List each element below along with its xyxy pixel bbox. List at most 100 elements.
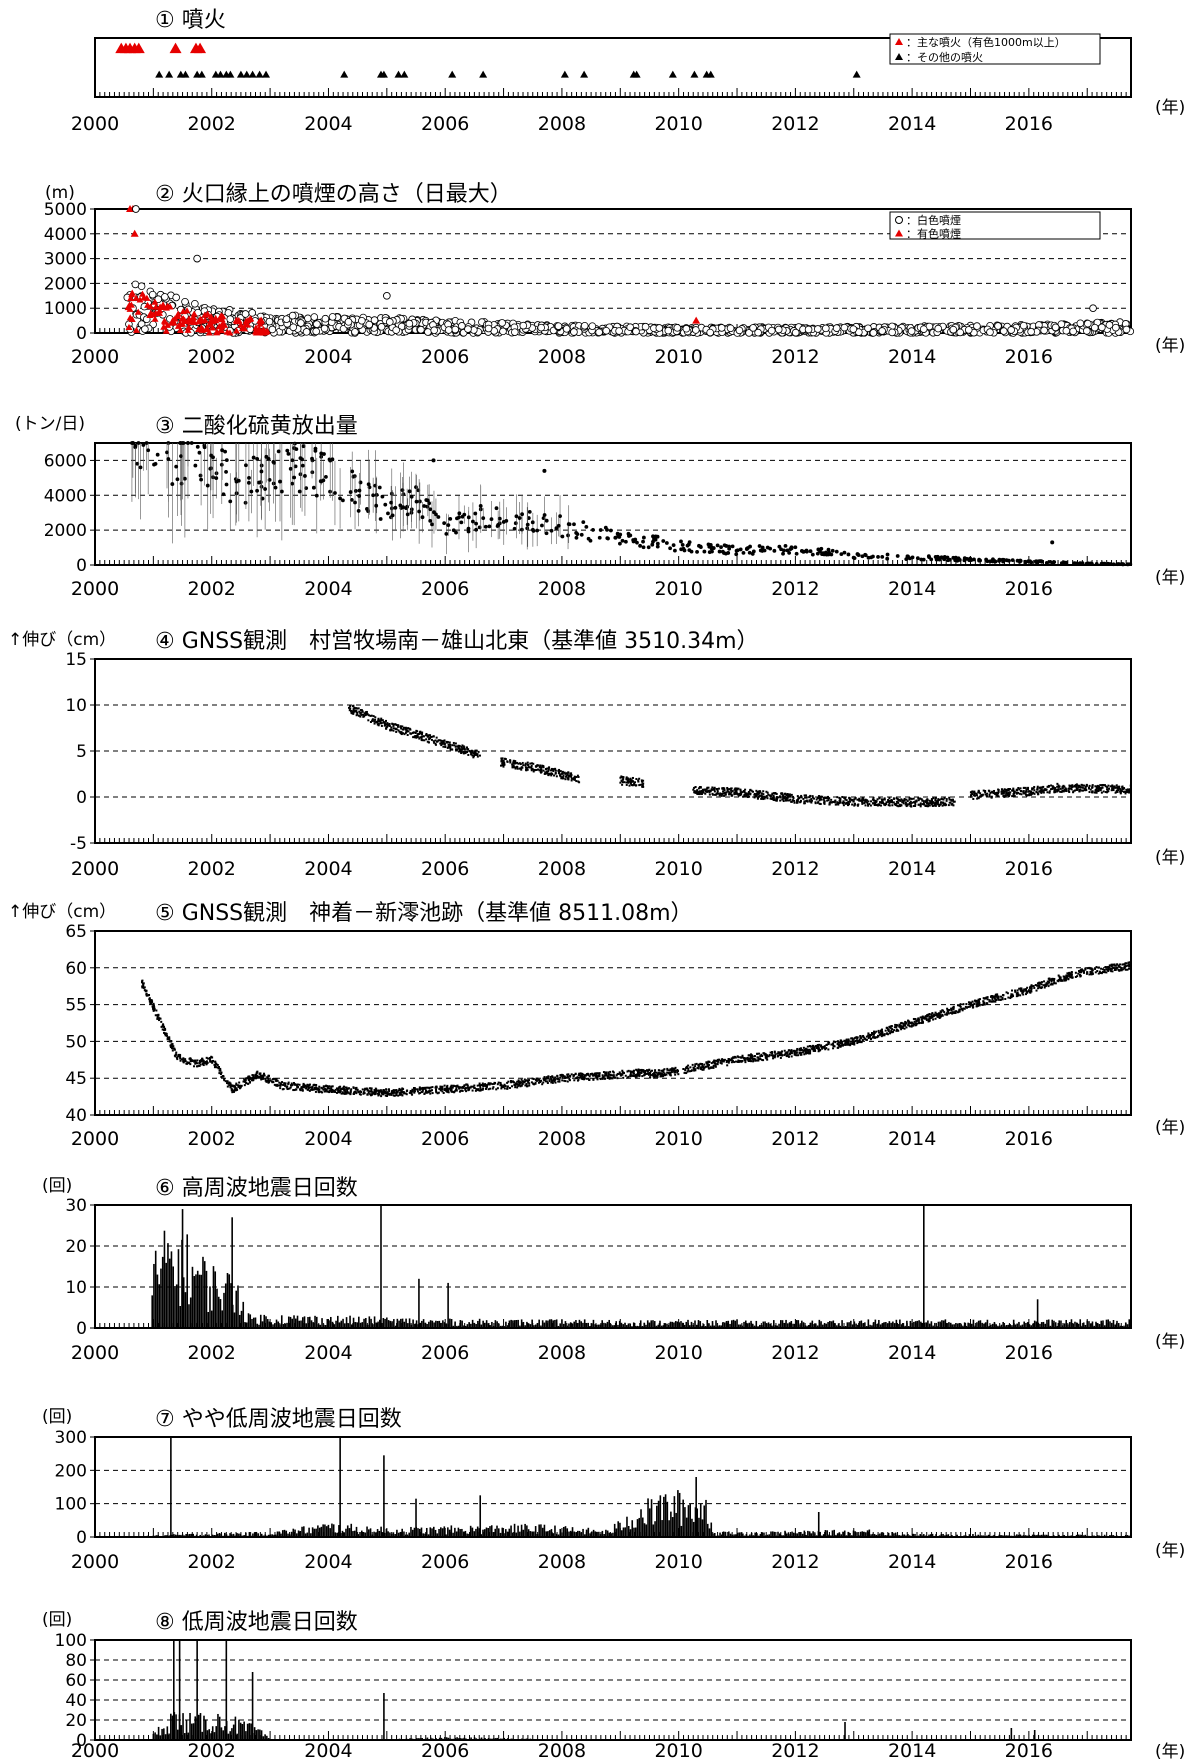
- gnss-point: [434, 743, 437, 746]
- gnss-point: [747, 792, 750, 795]
- legend-marker: [895, 229, 903, 237]
- so2-point: [513, 521, 518, 526]
- white-plume-point: [148, 290, 157, 299]
- gnss-point: [367, 719, 370, 722]
- gnss-point: [374, 718, 377, 721]
- gnss-point: [413, 736, 416, 739]
- so2-point: [787, 550, 792, 555]
- so2-point: [377, 485, 382, 490]
- so2-point: [197, 450, 202, 455]
- eruption-marker: [560, 70, 569, 78]
- gnss-point: [747, 790, 750, 793]
- gnss-point: [742, 795, 745, 798]
- gnss-point: [897, 799, 900, 802]
- gnss-point: [631, 784, 634, 787]
- gnss-point: [1037, 793, 1040, 796]
- gnss-point: [474, 753, 477, 756]
- white-plume-point: [377, 323, 386, 331]
- gnss-point: [843, 797, 846, 800]
- so2-point: [424, 498, 429, 502]
- so2-point: [951, 555, 956, 560]
- white-plume-point: [735, 326, 744, 335]
- gnss-point: [761, 796, 764, 799]
- gnss-point: [1100, 784, 1103, 787]
- gnss-point: [1068, 784, 1071, 787]
- gnss-point: [449, 745, 452, 748]
- gnss-point: [919, 805, 922, 808]
- so2-point: [136, 441, 141, 445]
- gnss-point: [476, 755, 479, 758]
- gnss-point: [1121, 786, 1124, 789]
- x-tick-label: 2008: [538, 578, 586, 600]
- gnss-point: [1110, 789, 1113, 792]
- gnss-point: [514, 760, 517, 763]
- gnss-point: [864, 804, 867, 807]
- gnss-point: [981, 794, 984, 797]
- gnss-point: [790, 800, 793, 803]
- gnss-point: [388, 722, 391, 725]
- gnss-point: [892, 797, 895, 800]
- so2-point: [324, 475, 328, 479]
- so2-point: [333, 491, 337, 495]
- y-tick-label: 55: [65, 996, 87, 1016]
- gnss-point: [853, 803, 856, 806]
- gnss-point: [779, 799, 782, 802]
- gnss-point: [377, 724, 380, 727]
- eruption-marker: [340, 70, 349, 78]
- x-tick-label: 2000: [71, 858, 119, 880]
- so2-point: [380, 494, 385, 499]
- white-plume-point: [405, 319, 414, 328]
- gnss-point: [769, 794, 772, 797]
- gnss-point: [875, 803, 878, 806]
- gnss-point: [407, 730, 410, 733]
- gnss-point: [730, 789, 733, 792]
- so2-point: [598, 528, 603, 532]
- so2-point: [711, 546, 716, 550]
- so2-point: [436, 515, 441, 519]
- gnss-point: [1067, 789, 1070, 792]
- white-plume-point: [191, 299, 199, 308]
- legend-label: ：主な噴火（有色1000m以上）: [906, 35, 1066, 49]
- gnss-point: [408, 727, 411, 730]
- x-tick-label: 2014: [888, 346, 936, 368]
- white-plume-point: [615, 327, 623, 335]
- white-plume-point: [888, 328, 896, 337]
- so2-point: [745, 546, 750, 550]
- gnss-point: [872, 799, 875, 802]
- so2-point: [1101, 562, 1106, 566]
- x-tick-label: 2012: [771, 578, 819, 600]
- gnss-point: [1085, 789, 1088, 792]
- gnss-point: [923, 803, 926, 806]
- gnss-point: [1033, 789, 1036, 792]
- so2-point: [371, 493, 376, 498]
- gnss-point: [463, 746, 466, 749]
- gnss-point: [707, 786, 710, 789]
- so2-point: [422, 504, 427, 508]
- so2-point: [668, 546, 673, 551]
- white-plume-point: [358, 316, 366, 325]
- gnss-point: [891, 804, 894, 807]
- gnss-point: [939, 801, 942, 804]
- so2-point: [174, 464, 179, 469]
- gnss-point: [422, 735, 425, 738]
- gnss-point: [418, 731, 421, 734]
- white-plume-point: [632, 327, 640, 336]
- gnss-point: [917, 803, 920, 806]
- gnss-point: [471, 751, 474, 754]
- gnss-point: [363, 712, 366, 715]
- white-plume-point: [313, 320, 321, 328]
- so2-point: [588, 538, 593, 543]
- gnss-point: [1078, 788, 1081, 791]
- gnss-point: [545, 768, 548, 771]
- gnss-point: [385, 726, 388, 729]
- gnss-point: [897, 801, 900, 804]
- gnss-point: [872, 802, 875, 805]
- gnss-point: [1059, 787, 1062, 790]
- gnss-point: [867, 800, 870, 803]
- so2-point: [631, 539, 636, 544]
- gnss-point: [809, 800, 812, 803]
- so2-point: [919, 557, 924, 562]
- gnss-point: [512, 761, 515, 764]
- gnss-point: [1119, 788, 1122, 791]
- gnss-point: [446, 741, 449, 744]
